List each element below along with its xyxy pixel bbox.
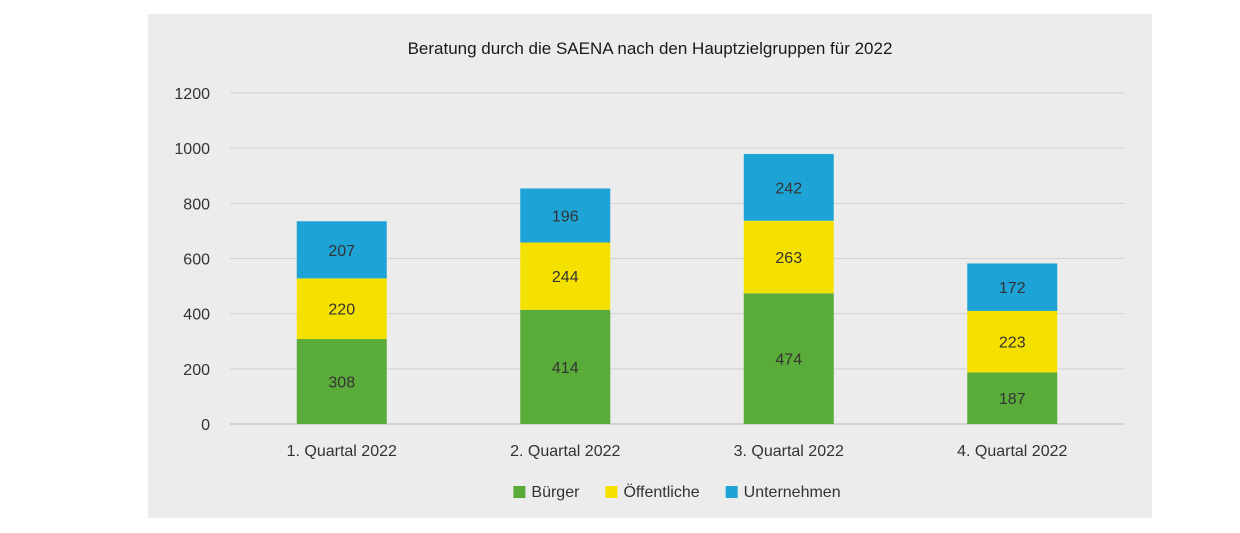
x-tick-label: 3. Quartal 2022 [734,443,844,460]
data-label: 172 [999,280,1026,297]
y-tick-label: 1200 [174,86,210,103]
x-tick-label: 1. Quartal 2022 [287,443,397,460]
legend-swatch [725,486,738,498]
y-axis: 0 200 400 600 800 1000 1200 [174,86,210,434]
bar-segment [743,293,834,424]
y-tick-label: 400 [183,307,210,324]
bar-segment [296,221,387,279]
bar-segment [520,309,611,424]
bar-segment [520,242,611,310]
data-label: 263 [775,250,802,267]
bar-segment [967,263,1058,311]
x-axis: 1. Quartal 2022 2. Quartal 2022 3. Quartal… [287,443,1068,460]
data-label: 308 [328,375,355,392]
data-label: 223 [999,335,1026,352]
data-label: 207 [328,243,355,260]
legend-label: Öffentliche [623,483,699,501]
legend-item: Öffentliche [605,483,700,501]
y-tick-label: 200 [183,362,210,379]
x-tick-label: 2. Quartal 2022 [510,443,620,460]
y-tick-label: 0 [201,417,210,434]
legend-swatch [605,486,618,498]
data-label: 474 [775,352,802,369]
y-tick-label: 1000 [174,141,210,158]
data-label: 244 [552,269,579,286]
chart-panel: Beratung durch die SAENA nach den Hauptz… [148,14,1152,518]
y-tick-label: 600 [183,252,210,269]
data-label: 242 [775,180,802,197]
data-label: 187 [999,391,1026,408]
bar-segment [967,372,1058,424]
bar-segment [967,310,1058,373]
bar-segment [296,339,387,424]
chart-title: Beratung durch die SAENA nach den Hauptz… [408,39,893,58]
data-label: 414 [552,360,579,377]
legend-label: Unternehmen [744,484,841,501]
legend-label: Bürger [531,484,580,501]
bars: 308 220 207 414 244 196 474 263 242 187 223 172 [296,153,1058,424]
stacked-bar-chart: Beratung durch die SAENA nach den Hauptz… [174,39,1124,501]
bar-segment [296,278,387,340]
data-label: 196 [552,208,579,225]
legend: Bürger Öffentliche Unternehmen [513,483,841,501]
bar-segment [743,153,834,221]
data-label: 220 [328,302,355,319]
legend-swatch [513,486,526,498]
legend-item: Bürger [513,484,580,501]
y-tick-label: 800 [183,196,210,213]
bar-segment [520,188,611,243]
x-tick-label: 4. Quartal 2022 [957,443,1067,460]
bar-segment [743,220,834,294]
legend-item: Unternehmen [725,484,841,501]
